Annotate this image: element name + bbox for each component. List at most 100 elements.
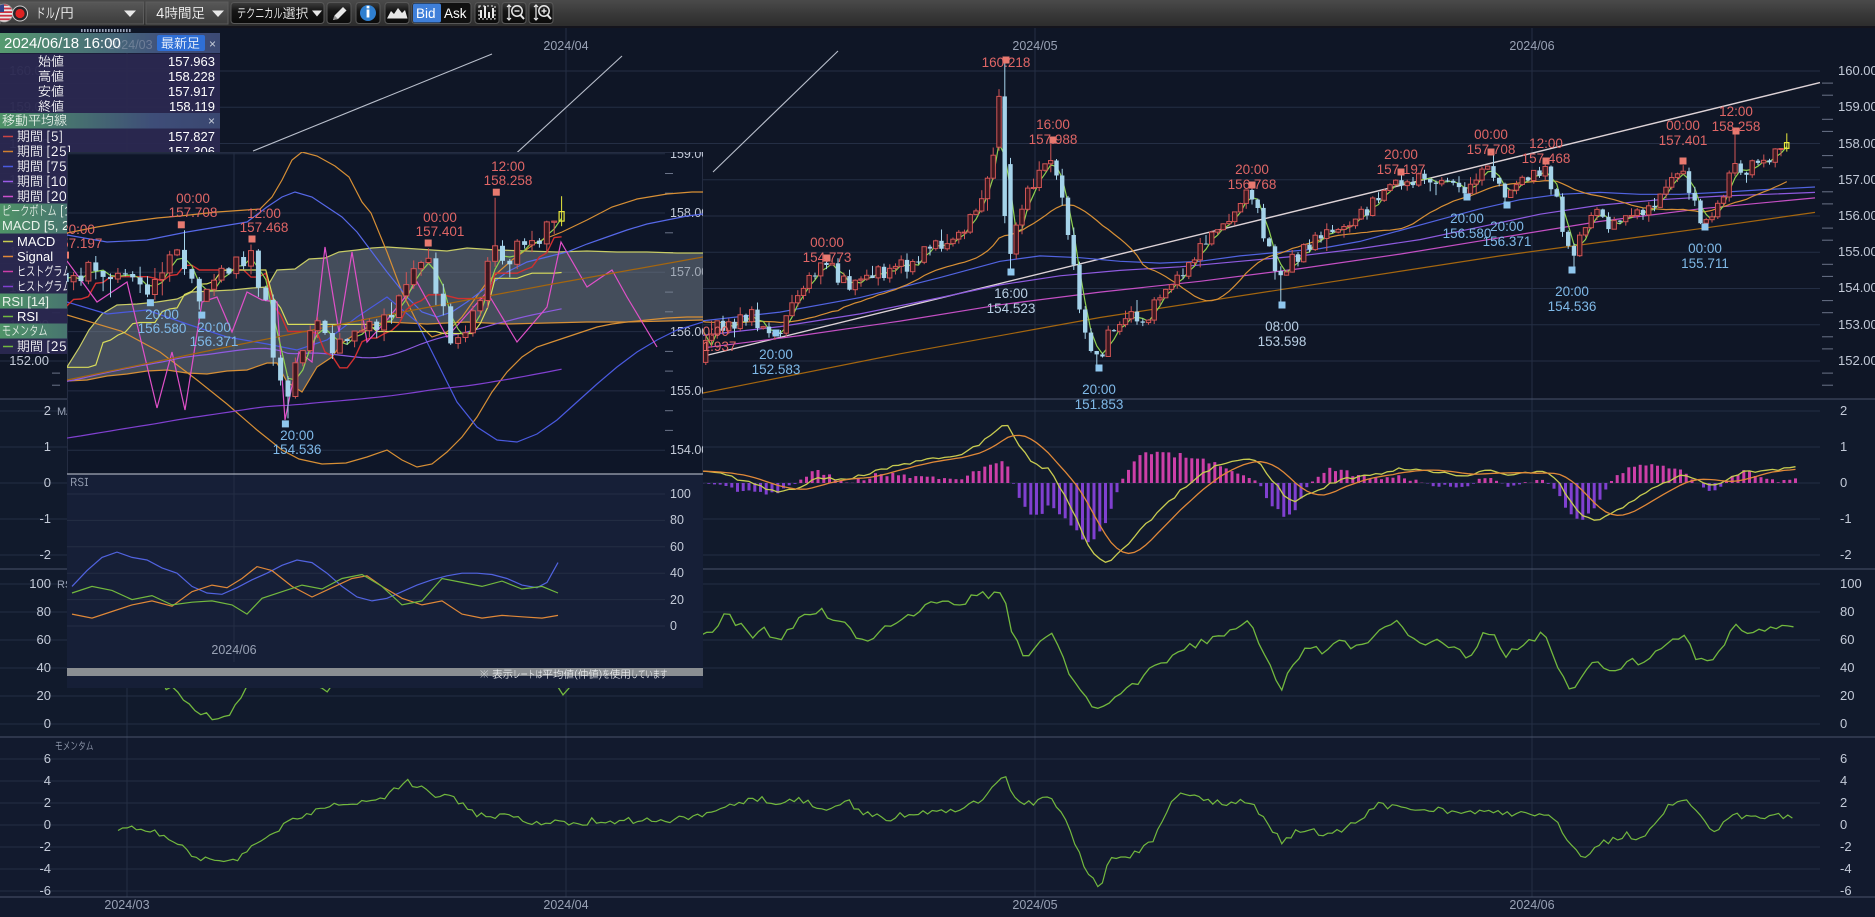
svg-text:MACD: MACD bbox=[17, 234, 55, 249]
svg-text:158.228: 158.228 bbox=[168, 69, 215, 84]
svg-text:20: 20 bbox=[1840, 688, 1854, 703]
svg-text:40: 40 bbox=[1840, 660, 1854, 675]
svg-text:-1: -1 bbox=[39, 511, 51, 526]
svg-text:155.711: 155.711 bbox=[1681, 256, 1729, 271]
svg-text:12:00: 12:00 bbox=[1719, 104, 1753, 119]
svg-text:40: 40 bbox=[37, 660, 51, 675]
svg-text:152.583: 152.583 bbox=[752, 362, 801, 377]
svg-text:156.371: 156.371 bbox=[190, 334, 239, 349]
svg-text:20: 20 bbox=[37, 688, 51, 703]
svg-text:20:00: 20:00 bbox=[759, 347, 793, 362]
svg-text:2: 2 bbox=[44, 795, 51, 810]
svg-text:159.00: 159.00 bbox=[670, 147, 708, 161]
svg-text:60: 60 bbox=[670, 540, 684, 554]
svg-text:2024/06: 2024/06 bbox=[1509, 39, 1554, 53]
svg-text:157.708: 157.708 bbox=[1467, 142, 1516, 157]
svg-text:12:00: 12:00 bbox=[1529, 136, 1563, 151]
svg-text:2024/05: 2024/05 bbox=[1012, 898, 1057, 912]
svg-text:100: 100 bbox=[29, 576, 51, 591]
svg-text:2024/06/18 16:00: 2024/06/18 16:00 bbox=[4, 35, 121, 52]
svg-text:0: 0 bbox=[670, 619, 677, 633]
svg-text:2024/03: 2024/03 bbox=[107, 38, 152, 52]
svg-text:157.197: 157.197 bbox=[54, 236, 103, 251]
svg-text:151.853: 151.853 bbox=[1075, 397, 1124, 412]
svg-text:2024/03: 2024/03 bbox=[104, 898, 149, 912]
svg-text:-2: -2 bbox=[39, 547, 51, 562]
svg-text:RSI: RSI bbox=[17, 309, 39, 324]
svg-text:2: 2 bbox=[1840, 795, 1847, 810]
svg-text:6: 6 bbox=[44, 751, 51, 766]
svg-text:0: 0 bbox=[44, 716, 51, 731]
svg-text:-2: -2 bbox=[1840, 547, 1852, 562]
svg-text:80: 80 bbox=[37, 604, 51, 619]
svg-text:158.00: 158.00 bbox=[670, 206, 708, 220]
svg-text:156.768: 156.768 bbox=[1228, 177, 1277, 192]
svg-text:100: 100 bbox=[1840, 576, 1862, 591]
svg-text:2024/06: 2024/06 bbox=[211, 643, 256, 657]
svg-text:154.00: 154.00 bbox=[670, 443, 708, 457]
svg-text:×: × bbox=[209, 37, 216, 51]
svg-text:152.00: 152.00 bbox=[1838, 353, 1875, 368]
svg-text:20:00: 20:00 bbox=[1384, 147, 1418, 162]
svg-text:60: 60 bbox=[1840, 632, 1854, 647]
svg-text:2024/04: 2024/04 bbox=[543, 898, 588, 912]
svg-text:153.598: 153.598 bbox=[1258, 334, 1307, 349]
svg-text:157.468: 157.468 bbox=[1522, 151, 1571, 166]
svg-text:2024/04: 2024/04 bbox=[543, 39, 588, 53]
svg-text:20:00: 20:00 bbox=[1235, 162, 1269, 177]
svg-text:158.258: 158.258 bbox=[1712, 119, 1761, 134]
svg-text:157.468: 157.468 bbox=[240, 220, 289, 235]
svg-text:80: 80 bbox=[1840, 604, 1854, 619]
svg-text:-6: -6 bbox=[39, 883, 51, 898]
svg-text:2: 2 bbox=[1840, 403, 1847, 418]
svg-text:×: × bbox=[208, 114, 215, 128]
svg-text:4: 4 bbox=[44, 773, 51, 788]
svg-text:1: 1 bbox=[1840, 439, 1847, 454]
svg-text:RSI [14]: RSI [14] bbox=[2, 294, 49, 309]
svg-text:Signal: Signal bbox=[17, 249, 53, 264]
svg-text:20: 20 bbox=[670, 593, 684, 607]
svg-text:20:00: 20:00 bbox=[1555, 284, 1589, 299]
svg-text:-2: -2 bbox=[1840, 839, 1852, 854]
svg-text:-6: -6 bbox=[1840, 883, 1852, 898]
svg-text:155.00: 155.00 bbox=[1838, 244, 1875, 259]
svg-text:159.00: 159.00 bbox=[1838, 99, 1875, 114]
svg-text:157.401: 157.401 bbox=[416, 224, 465, 239]
svg-text:6: 6 bbox=[1840, 751, 1847, 766]
svg-text:157.401: 157.401 bbox=[1659, 133, 1708, 148]
svg-text:00:00: 00:00 bbox=[423, 210, 457, 225]
svg-text:155.00: 155.00 bbox=[670, 384, 708, 398]
svg-text:158.119: 158.119 bbox=[169, 99, 215, 114]
svg-text:158.00: 158.00 bbox=[1838, 136, 1875, 151]
svg-text:16:00: 16:00 bbox=[1036, 117, 1070, 132]
svg-text:40: 40 bbox=[670, 566, 684, 580]
svg-text:157.197: 157.197 bbox=[1377, 162, 1426, 177]
svg-text:160.00: 160.00 bbox=[1838, 63, 1875, 78]
svg-text:1: 1 bbox=[44, 439, 51, 454]
svg-text:154.00: 154.00 bbox=[1838, 280, 1875, 295]
svg-text:2: 2 bbox=[44, 403, 51, 418]
svg-text:157.708: 157.708 bbox=[169, 205, 218, 220]
svg-text:158.258: 158.258 bbox=[484, 173, 533, 188]
svg-text:12:00: 12:00 bbox=[247, 206, 281, 221]
svg-text:160.218: 160.218 bbox=[982, 55, 1031, 70]
svg-text:157.917: 157.917 bbox=[168, 84, 215, 99]
svg-text:00:00: 00:00 bbox=[695, 324, 729, 339]
svg-text:00:00: 00:00 bbox=[1688, 241, 1722, 256]
svg-text:156.580: 156.580 bbox=[1443, 226, 1492, 241]
svg-text:157.827: 157.827 bbox=[168, 129, 215, 144]
svg-text:154.536: 154.536 bbox=[1548, 299, 1597, 314]
svg-text:00:00: 00:00 bbox=[810, 235, 844, 250]
svg-text:153.00: 153.00 bbox=[1838, 317, 1875, 332]
svg-text:20:00: 20:00 bbox=[1450, 211, 1484, 226]
svg-text:20:00: 20:00 bbox=[1082, 382, 1116, 397]
svg-text:08:00: 08:00 bbox=[1265, 319, 1299, 334]
svg-text:157.00: 157.00 bbox=[1838, 172, 1875, 187]
svg-text:00:00: 00:00 bbox=[1474, 127, 1508, 142]
svg-text:00:00: 00:00 bbox=[1666, 118, 1700, 133]
svg-text:154.536: 154.536 bbox=[273, 442, 322, 457]
svg-text:20:00: 20:00 bbox=[280, 428, 314, 443]
svg-text:0: 0 bbox=[44, 817, 51, 832]
svg-text:0: 0 bbox=[1840, 817, 1847, 832]
svg-text:20:00: 20:00 bbox=[145, 307, 179, 322]
